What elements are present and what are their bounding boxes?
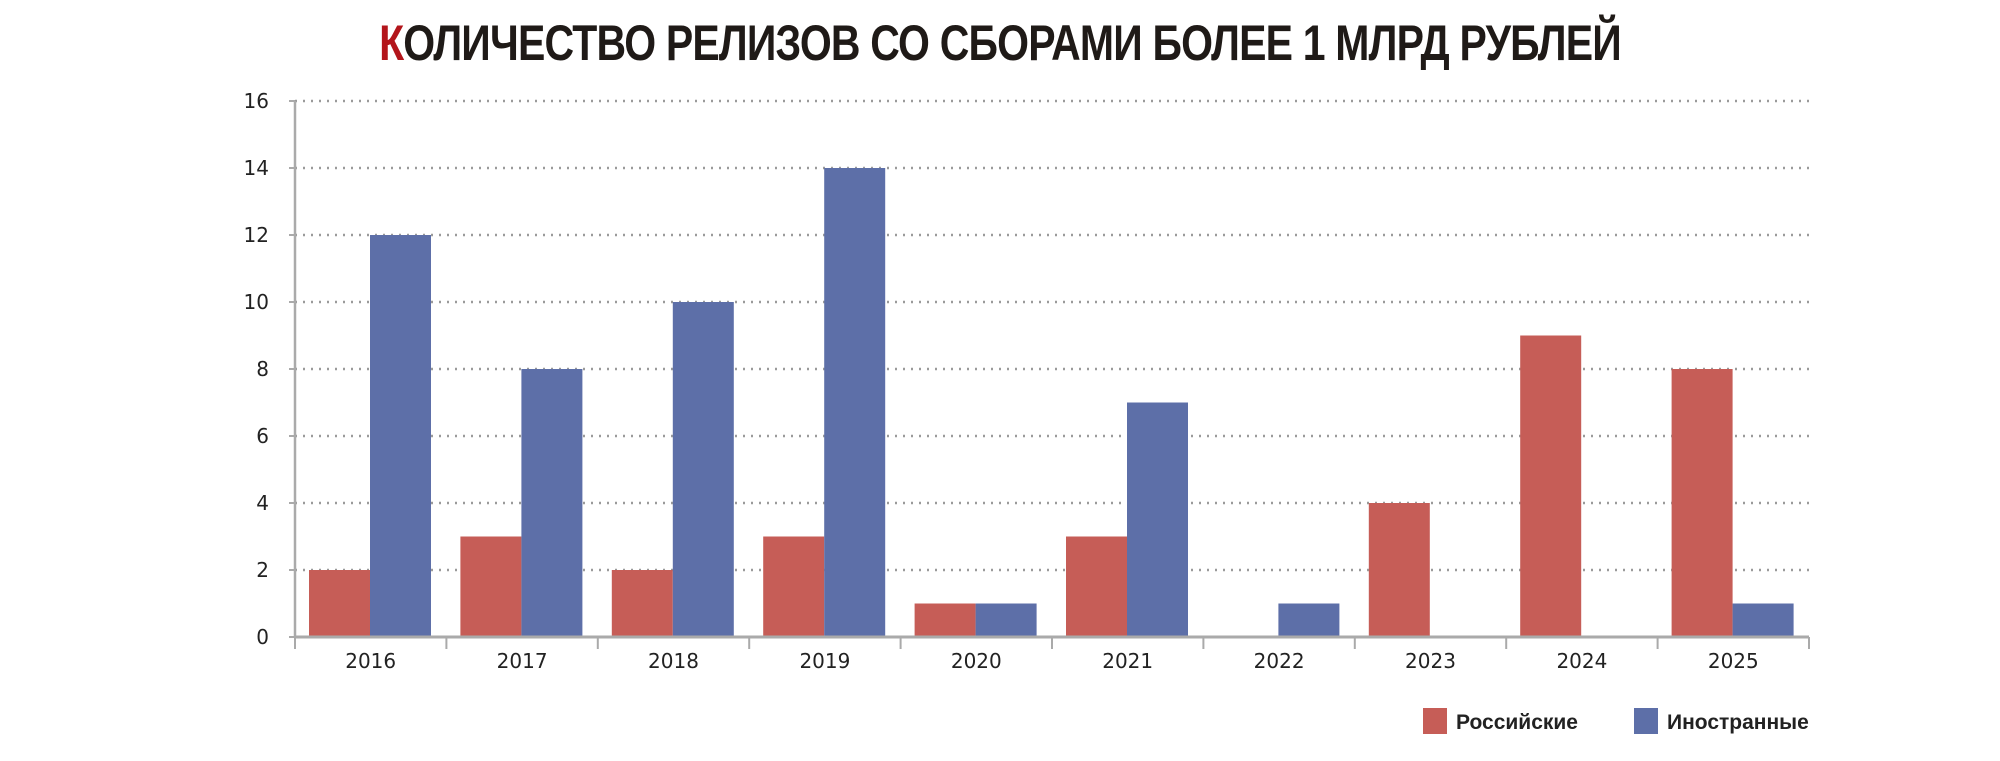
bar-russian-2023 <box>1368 503 1430 637</box>
y-tick-label: 6 <box>256 424 269 448</box>
y-tick-label: 4 <box>256 491 269 515</box>
x-tick-label: 2024 <box>1556 649 1607 673</box>
legend: Российские Иностранные <box>1423 708 1809 734</box>
bar-russian-2025 <box>1671 369 1733 637</box>
y-tick-label: 16 <box>244 89 269 113</box>
bars <box>309 168 1794 637</box>
y-tick-label: 2 <box>256 558 269 582</box>
bar-foreign-2019 <box>824 168 886 637</box>
bar-russian-2017 <box>460 536 522 637</box>
x-tick-label: 2018 <box>648 649 699 673</box>
y-tick-label: 8 <box>256 357 269 381</box>
bar-foreign-2018 <box>672 302 734 637</box>
chart-title-rest: ОЛИЧЕСТВО РЕЛИЗОВ СО СБОРАМИ БОЛЕЕ 1 МЛР… <box>403 15 1621 71</box>
bar-russian-2024 <box>1520 335 1582 637</box>
y-tick-label: 10 <box>244 290 269 314</box>
y-tick-label: 12 <box>244 223 269 247</box>
x-tick-label: 2020 <box>951 649 1002 673</box>
bar-russian-2020 <box>914 603 976 637</box>
x-tick-label: 2025 <box>1708 649 1759 673</box>
x-tick-label: 2016 <box>345 649 396 673</box>
bar-russian-2019 <box>763 536 825 637</box>
bar-foreign-2021 <box>1127 402 1188 637</box>
x-tick-label: 2021 <box>1102 649 1153 673</box>
bar-russian-2018 <box>611 570 673 637</box>
chart-title: КОЛИЧЕСТВО РЕЛИЗОВ СО СБОРАМИ БОЛЕЕ 1 МЛ… <box>180 14 1820 72</box>
chart-title-first-letter: К <box>379 15 404 71</box>
y-tick-label: 0 <box>256 625 269 649</box>
x-tick-label: 2023 <box>1405 649 1456 673</box>
y-tick-label: 14 <box>244 156 269 180</box>
x-tick-label: 2017 <box>497 649 548 673</box>
legend-label-russian: Российские <box>1456 711 1578 734</box>
legend-swatch-russian <box>1423 708 1447 734</box>
x-tick-label: 2019 <box>799 649 850 673</box>
bar-foreign-2025 <box>1732 603 1794 637</box>
bar-foreign-2020 <box>975 603 1037 637</box>
bar-russian-2016 <box>309 570 370 637</box>
bar-foreign-2017 <box>521 369 583 637</box>
axes: 0 2 4 6 8 10 12 14 16 2016 2017 2018 2019 2020 2021 202… <box>244 89 1810 673</box>
x-tick-label: 2022 <box>1254 649 1305 673</box>
bar-foreign-2016 <box>370 235 431 637</box>
legend-swatch-foreign <box>1634 708 1658 734</box>
bar-foreign-2022 <box>1278 603 1340 637</box>
bar-russian-2021 <box>1066 536 1127 637</box>
legend-label-foreign: Иностранные <box>1667 711 1809 734</box>
